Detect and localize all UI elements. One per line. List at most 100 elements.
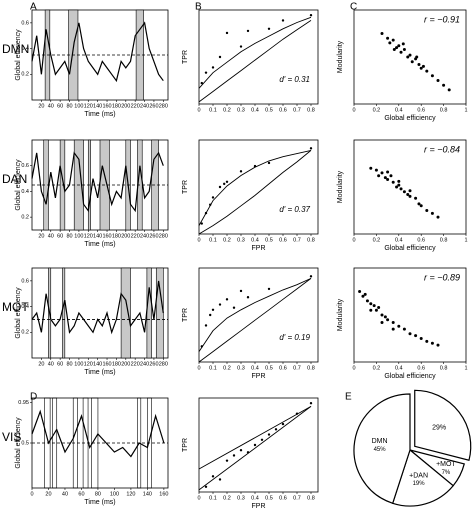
x-axis-label: FPR bbox=[252, 245, 266, 252]
point bbox=[410, 60, 414, 64]
x-tick-label: 220 bbox=[131, 103, 140, 109]
x-tick-label: 260 bbox=[149, 233, 158, 239]
efficiency-line bbox=[31, 280, 164, 335]
x-tick-label: 240 bbox=[140, 233, 149, 239]
y-axis-label: TPR bbox=[182, 180, 189, 194]
pie-slice bbox=[391, 448, 454, 507]
x-tick-label: 60 bbox=[57, 233, 63, 239]
point bbox=[218, 185, 222, 189]
y-axis-label: Modularity bbox=[337, 170, 344, 203]
annotation: r = −0.89 bbox=[424, 272, 460, 282]
roc-curve bbox=[198, 406, 312, 491]
x-axis-label: Global efficiency bbox=[384, 373, 436, 380]
x-tick-label: 0.4 bbox=[251, 107, 259, 113]
row-label: MOT bbox=[2, 300, 29, 314]
x-tick-label: 20 bbox=[38, 361, 44, 367]
plot-frame bbox=[198, 139, 319, 235]
point bbox=[419, 204, 423, 208]
x-tick-label: 0 bbox=[30, 491, 33, 497]
x-tick-label: 0.6 bbox=[279, 495, 287, 501]
point bbox=[246, 451, 250, 454]
y-axis-label: Global efficiency bbox=[15, 159, 22, 211]
x-tick-label: 0.6 bbox=[417, 365, 425, 371]
x-tick-label: 0.4 bbox=[251, 495, 259, 501]
x-tick-label: 140 bbox=[93, 233, 102, 239]
point bbox=[211, 66, 215, 69]
point bbox=[436, 343, 440, 347]
x-tick-label: 0 bbox=[197, 365, 200, 371]
x-tick-label: 0.8 bbox=[307, 107, 315, 113]
point bbox=[246, 29, 250, 33]
point bbox=[218, 478, 222, 481]
x-tick-label: 0 bbox=[197, 495, 200, 501]
panel-label: E bbox=[345, 392, 352, 403]
plot-frame bbox=[353, 267, 467, 363]
x-tick-label: 0.7 bbox=[293, 237, 301, 243]
point bbox=[425, 339, 429, 343]
x-tick-label: 0.5 bbox=[265, 365, 273, 371]
point bbox=[383, 315, 387, 319]
point bbox=[395, 185, 399, 189]
x-tick-label: 200 bbox=[121, 361, 130, 367]
slice-value: 45% bbox=[374, 447, 387, 453]
x-axis-label: Time (ms) bbox=[84, 499, 115, 506]
plot-frame bbox=[31, 267, 169, 359]
point bbox=[225, 180, 229, 183]
y-axis-label: TPR bbox=[182, 438, 189, 452]
x-tick-label: 0.2 bbox=[223, 365, 231, 371]
point bbox=[391, 327, 395, 331]
x-axis-label: Time (ms) bbox=[84, 369, 115, 376]
y-tick-label: 0.4 bbox=[21, 189, 29, 195]
x-tick-label: 200 bbox=[121, 103, 130, 109]
slice-value: 7% bbox=[442, 470, 451, 476]
x-tick-label: 0.5 bbox=[265, 495, 273, 501]
point bbox=[425, 69, 429, 73]
point bbox=[430, 211, 434, 215]
x-tick-label: 0.4 bbox=[395, 107, 403, 113]
x-tick-label: 1 bbox=[464, 107, 467, 113]
x-tick-label: 120 bbox=[84, 233, 93, 239]
x-tick-label: 100 bbox=[74, 361, 83, 367]
x-tick-label: 0.8 bbox=[440, 237, 448, 243]
efficiency-line bbox=[31, 21, 164, 83]
x-tick-label: 0.8 bbox=[307, 237, 315, 243]
roc-curve bbox=[198, 277, 312, 352]
x-tick-label: 0.2 bbox=[373, 365, 381, 371]
x-tick-label: 0.1 bbox=[209, 495, 217, 501]
x-tick-label: 260 bbox=[149, 361, 158, 367]
point bbox=[225, 298, 229, 301]
point bbox=[204, 324, 208, 327]
x-tick-label: 120 bbox=[84, 103, 93, 109]
x-tick-label: 0.7 bbox=[293, 495, 301, 501]
annotation: r = −0.84 bbox=[424, 144, 460, 154]
x-tick-label: 100 bbox=[74, 103, 83, 109]
slice-label: +MOT bbox=[436, 461, 456, 468]
point bbox=[377, 305, 381, 309]
x-tick-label: 0.2 bbox=[373, 237, 381, 243]
x-tick-label: 0.1 bbox=[209, 365, 217, 371]
x-tick-label: 0.6 bbox=[279, 107, 287, 113]
x-tick-label: 0.1 bbox=[209, 107, 217, 113]
y-tick-label: 0.95 bbox=[18, 400, 29, 406]
point bbox=[414, 334, 418, 338]
point bbox=[430, 341, 434, 345]
x-tick-label: 120 bbox=[126, 491, 135, 497]
x-tick-label: 20 bbox=[38, 233, 44, 239]
x-tick-label: 80 bbox=[66, 233, 72, 239]
point bbox=[218, 55, 222, 59]
panel-label: C bbox=[350, 2, 357, 13]
y-tick-label: 0.2 bbox=[21, 330, 29, 336]
point bbox=[211, 196, 215, 199]
x-tick-label: 0.3 bbox=[237, 107, 245, 113]
pie-slice bbox=[414, 389, 472, 461]
point bbox=[397, 183, 401, 187]
point bbox=[209, 313, 212, 317]
point bbox=[211, 475, 215, 478]
point bbox=[380, 32, 384, 35]
point bbox=[415, 55, 419, 59]
roc-curve bbox=[198, 406, 312, 470]
point bbox=[225, 459, 229, 462]
point bbox=[408, 189, 412, 193]
y-axis-label: Modularity bbox=[337, 298, 344, 331]
